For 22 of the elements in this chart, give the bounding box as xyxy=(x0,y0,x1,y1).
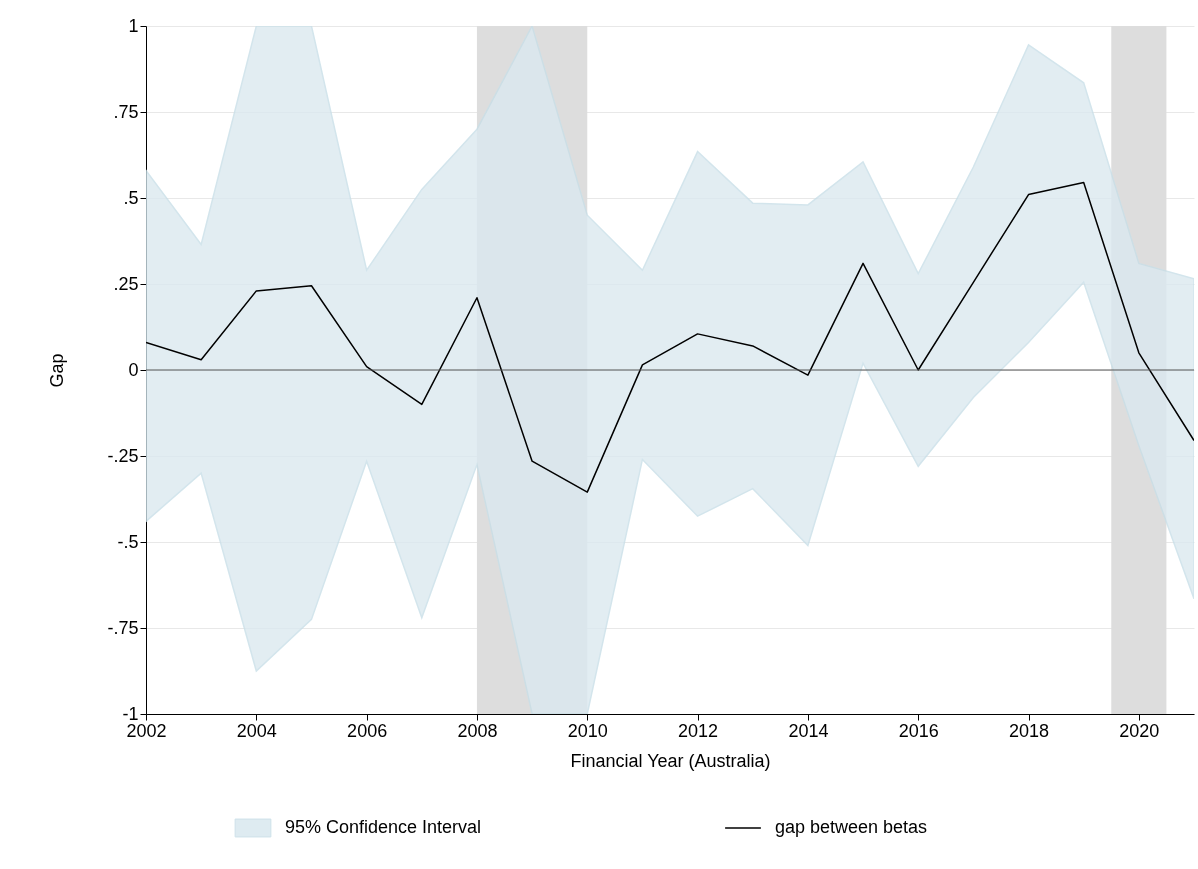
y-tick-label: .75 xyxy=(113,101,139,122)
x-tick-label: 2006 xyxy=(347,720,388,741)
y-tick-label: -.75 xyxy=(107,617,139,638)
y-tick-label: -.25 xyxy=(107,445,139,466)
x-tick-label: 2008 xyxy=(457,720,498,741)
y-tick-label: 0 xyxy=(128,359,139,380)
x-tick-label: 2016 xyxy=(898,720,939,741)
x-tick-label: 2020 xyxy=(1119,720,1160,741)
text: 95% Confidence Interval xyxy=(285,817,482,837)
y-tick-label: 1 xyxy=(128,15,139,36)
y-axis-title: Gap xyxy=(47,353,68,388)
x-axis-title: Financial Year (Australia) xyxy=(570,750,771,771)
x-tick-label: 2018 xyxy=(1009,720,1050,741)
y-tick-label: -.5 xyxy=(117,531,139,552)
y-tick-label: .25 xyxy=(113,273,139,294)
y-tick-label: .5 xyxy=(123,187,139,208)
x-tick-label: 2010 xyxy=(567,720,608,741)
x-tick-label: 2004 xyxy=(236,720,277,741)
line-series xyxy=(146,181,1194,493)
x-tick-label: 2014 xyxy=(788,720,829,741)
legend-label: gap between betas xyxy=(775,817,928,837)
x-tick-label: 2012 xyxy=(678,720,719,741)
